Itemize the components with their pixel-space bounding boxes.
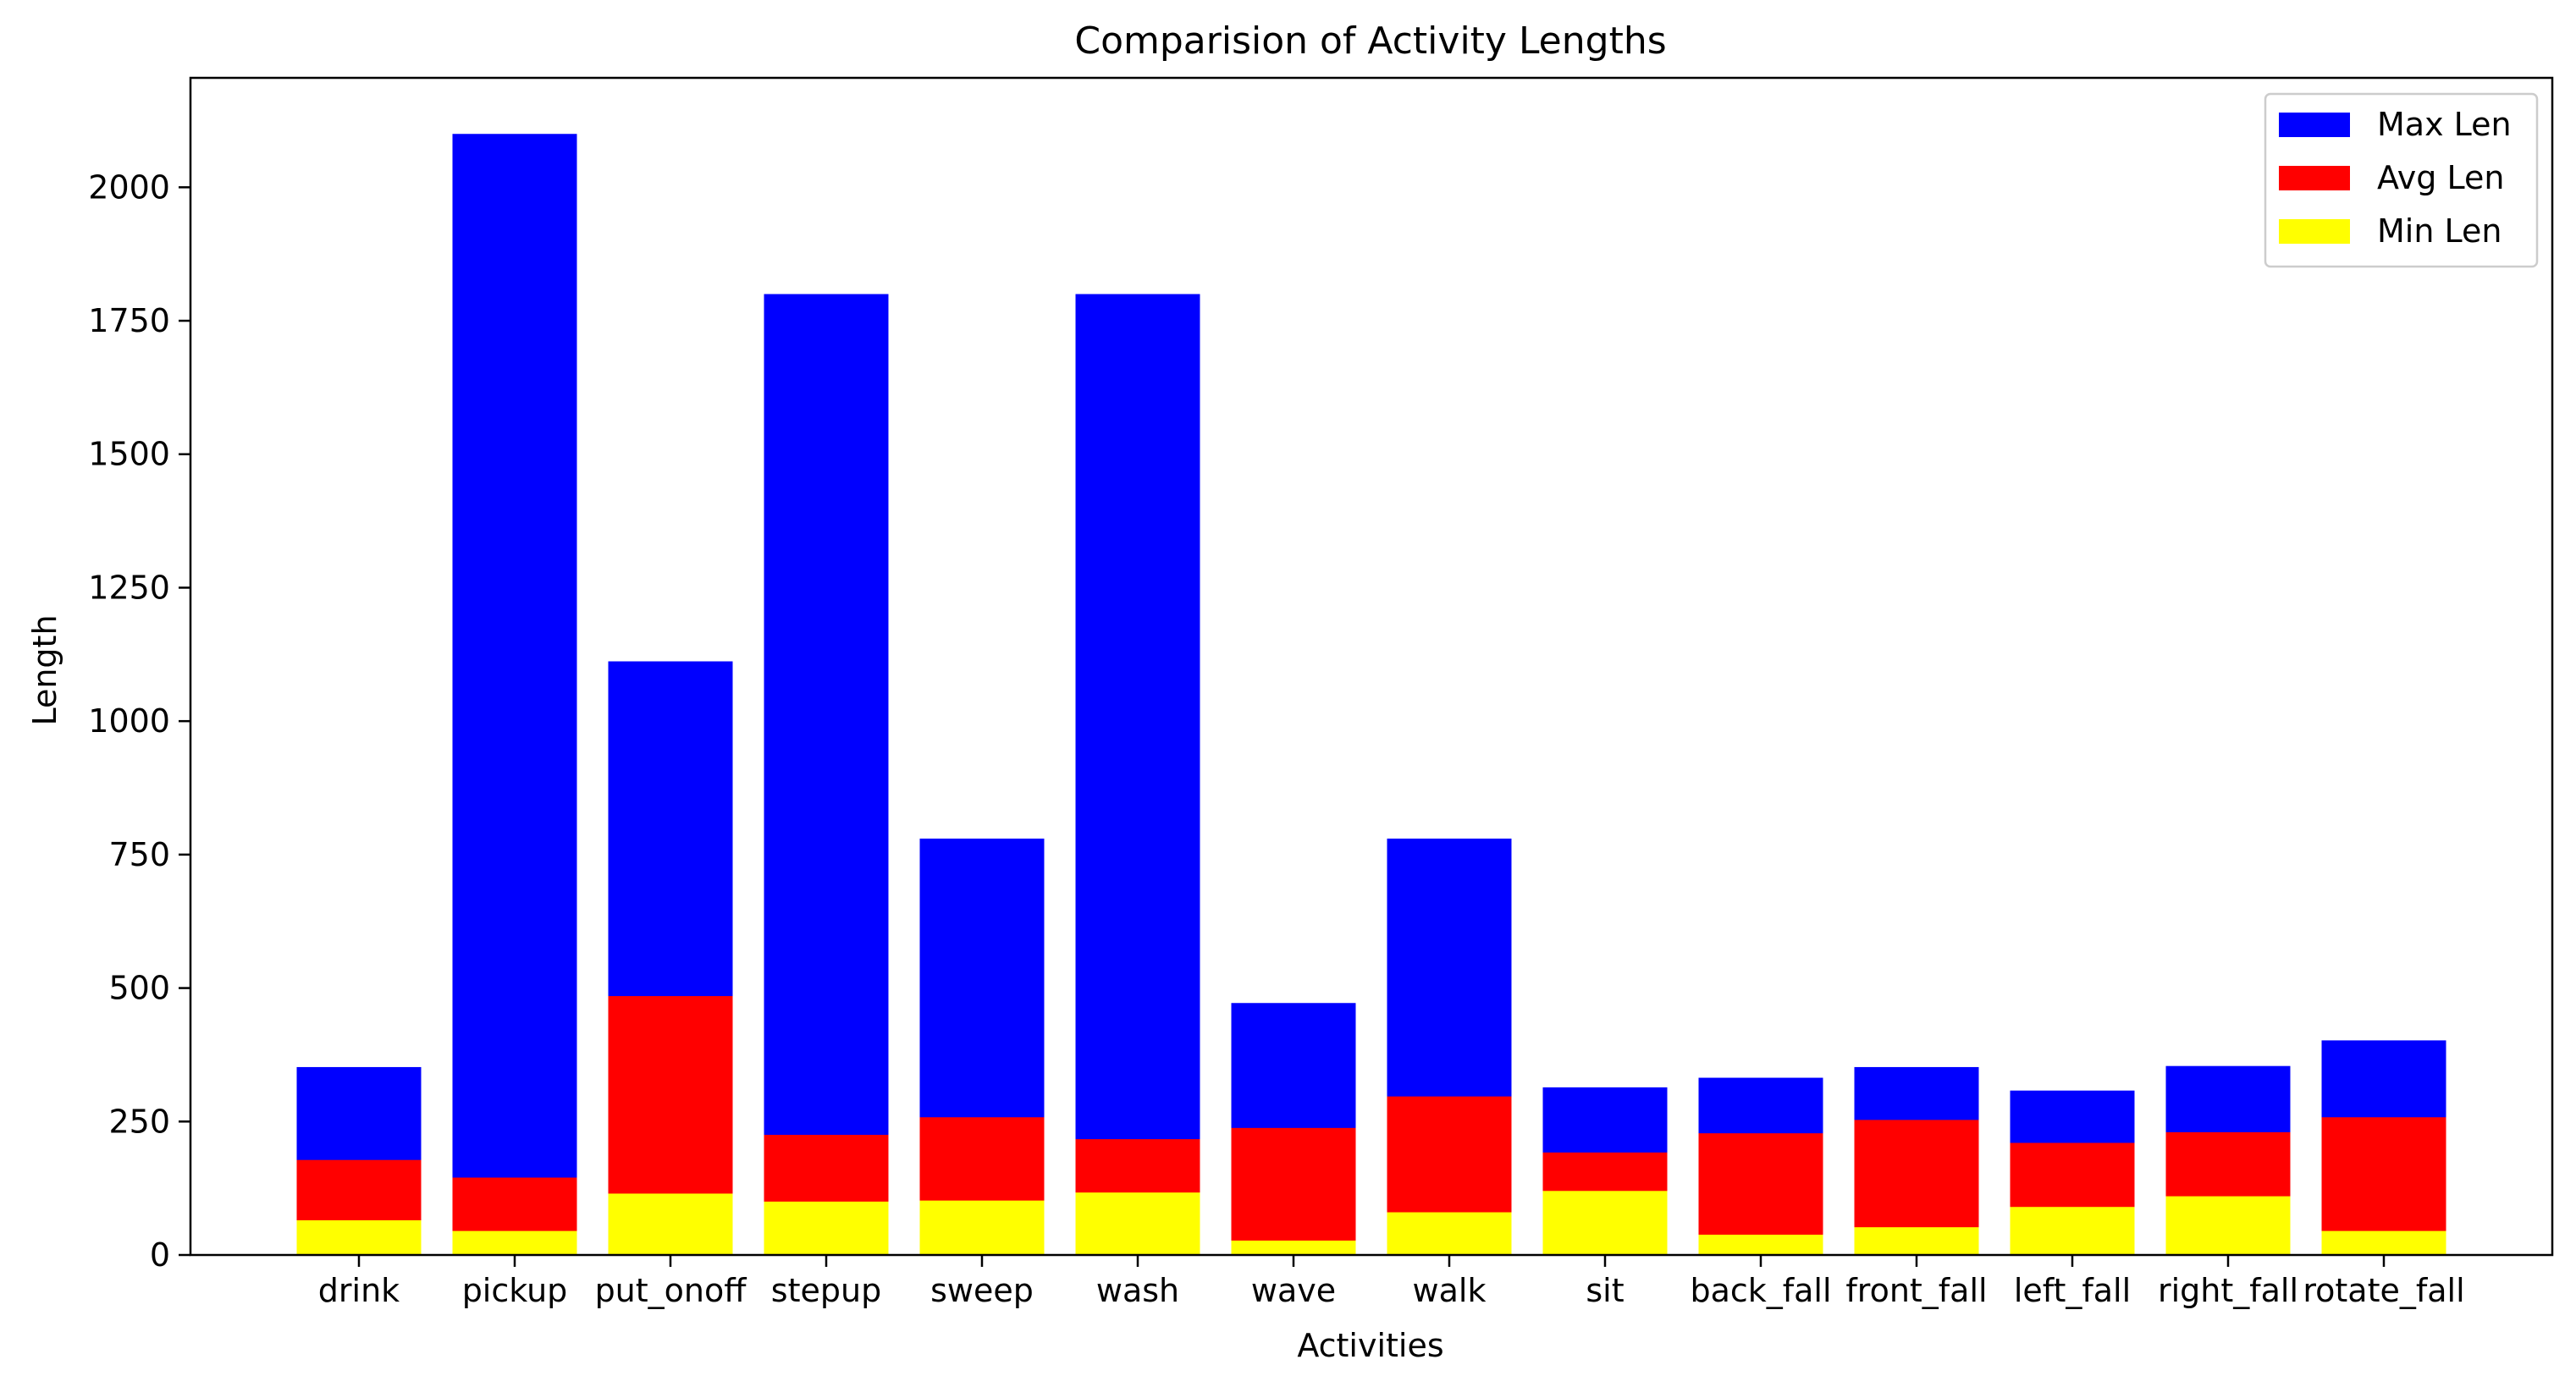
x-tick-label: walk (1413, 1272, 1487, 1309)
y-axis-label: Length (26, 614, 63, 725)
plot-frame (189, 76, 2554, 1257)
bars-layer (296, 134, 2446, 1256)
bar-min-len-walk (1387, 1212, 1512, 1255)
y-tick-label: 0 (150, 1236, 170, 1274)
legend-swatch-avg-len (2279, 166, 2350, 190)
legend-label: Avg Len (2377, 159, 2504, 196)
x-tick-label: right_fall (2158, 1272, 2298, 1309)
bar-min-len-sweep (919, 1200, 1045, 1255)
bar-min-len-sit (1542, 1191, 1668, 1255)
x-tick-label: pickup (462, 1272, 568, 1309)
y-tick-label: 1500 (88, 436, 170, 473)
x-tick-label: wave (1251, 1272, 1336, 1309)
legend-swatch-min-len (2279, 219, 2350, 244)
y-tick-label: 500 (108, 970, 170, 1007)
x-tick-label: wash (1096, 1272, 1179, 1309)
y-axis: 0 250 500 750 1000 1250 1500 1750 2000 (88, 168, 190, 1274)
y-tick-label: 1250 (88, 569, 170, 606)
bar-min-len-front-fall (1854, 1227, 1979, 1255)
bar-max-len-stepup (764, 294, 889, 1256)
bar-min-len-rotate-fall (2321, 1230, 2446, 1255)
chart-title: Comparision of Activity Lengths (1074, 19, 1666, 63)
x-tick-label: sit (1586, 1272, 1624, 1309)
bar-min-len-put-onoff (608, 1193, 733, 1255)
y-tick-label: 1000 (88, 702, 170, 740)
bar-min-len-back-fall (1698, 1235, 1823, 1255)
bar-max-len-pickup (452, 134, 577, 1256)
bar-min-len-drink (296, 1219, 422, 1255)
bar-min-len-left-fall (2010, 1207, 2135, 1255)
x-tick-label: front_fall (1845, 1272, 1987, 1309)
legend: Max Len Avg Len Min Len (2264, 92, 2539, 268)
bar-min-len-wave (1231, 1240, 1356, 1255)
bar-max-len-wash (1075, 294, 1200, 1256)
legend-swatch-max-len (2279, 113, 2350, 137)
x-tick-label: back_fall (1690, 1272, 1831, 1309)
x-tick-label: sweep (930, 1272, 1034, 1309)
bar-min-len-stepup (764, 1201, 889, 1255)
x-tick-label: drink (318, 1272, 400, 1309)
x-tick-label: stepup (771, 1272, 881, 1309)
x-tick-label: rotate_fall (2303, 1272, 2464, 1309)
bar-min-len-right-fall (2165, 1196, 2291, 1255)
x-tick-label: left_fall (2014, 1272, 2131, 1309)
bar-min-len-wash (1075, 1192, 1200, 1255)
y-tick-label: 1750 (88, 302, 170, 339)
x-axis: drink pickup put_onoff stepup sweep wash wave w… (318, 1255, 2465, 1309)
y-tick-label: 250 (108, 1103, 170, 1140)
bar-min-len-pickup (452, 1230, 577, 1255)
y-tick-label: 750 (108, 836, 170, 873)
bar-avg-len-wave (1231, 1127, 1356, 1255)
legend-label: Min Len (2377, 212, 2502, 250)
legend-label: Max Len (2377, 106, 2512, 143)
y-tick-label: 2000 (88, 168, 170, 206)
x-tick-label: put_onoff (595, 1272, 747, 1309)
x-axis-label: Activities (1297, 1327, 1443, 1364)
